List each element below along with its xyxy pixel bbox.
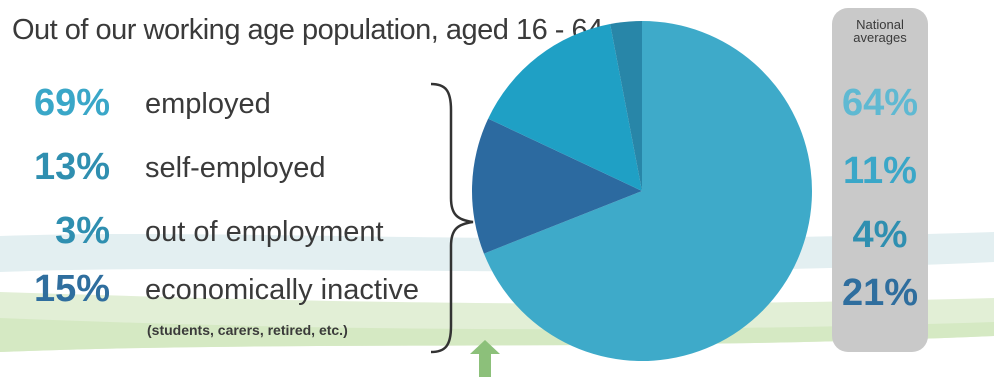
bracket [430,82,474,354]
inactive-note: (students, carers, retired, etc.) [147,322,348,338]
national-self-employed: 11% [843,150,917,192]
economically-inactive-percent: 15% [33,268,110,310]
pie-slice-self-employed [472,118,642,254]
up-arrow [470,340,500,377]
pie-slice-out-of-employment [610,21,642,191]
self-employed-percent: 13% [33,146,110,188]
employed-label: employed [145,88,271,120]
national-heading-line2: averages [853,30,907,45]
national-out-of-employment: 4% [852,214,908,256]
row-employed: 69% employed [0,82,460,130]
arrow-shape [470,340,500,377]
self-employed-label: self-employed [145,152,326,184]
out-of-employment-label: out of employment [145,216,384,248]
economically-inactive-label: economically inactive [145,274,420,306]
national-heading-line1: National [856,17,904,32]
national-averages-heading: National averages [832,18,928,44]
chart-title: Out of our working age population, aged … [12,14,603,46]
national-economically-inactive: 21% [841,272,919,314]
national-employed: 64% [841,82,919,124]
curly-brace [430,82,474,354]
swoosh-green-band [0,318,994,352]
row-out-of-employment: 3% out of employment [0,210,460,258]
national-averages-panel: National averages 64% 11% 4% 21% [832,8,928,352]
pie-chart [472,21,812,361]
pie-slice-economically-inactive [488,24,642,191]
pie-slice-employed [483,21,812,361]
row-economically-inactive: 15% economically inactive [0,268,460,316]
employed-percent: 69% [33,82,110,124]
out-of-employment-percent: 3% [55,210,110,252]
row-self-employed: 13% self-employed [0,146,460,194]
